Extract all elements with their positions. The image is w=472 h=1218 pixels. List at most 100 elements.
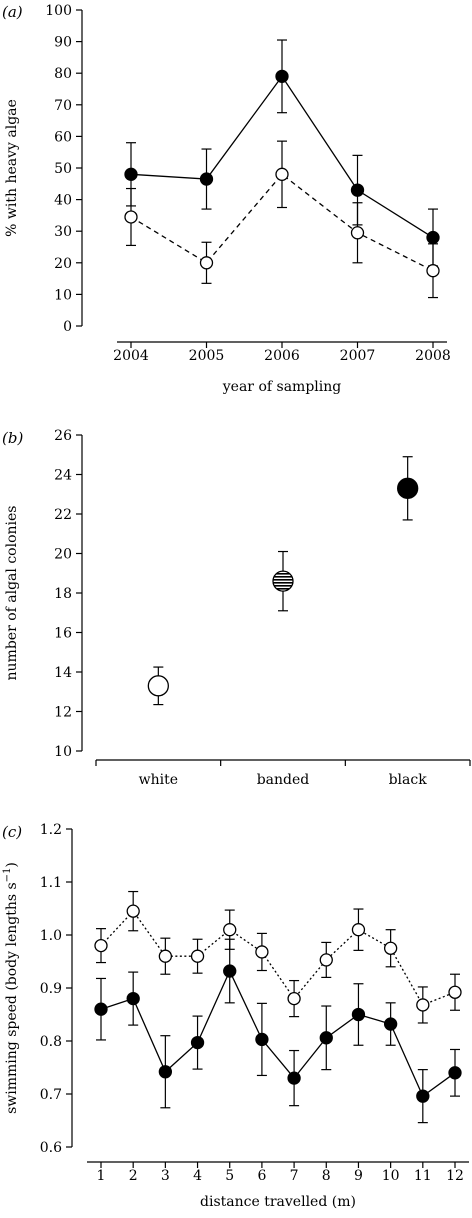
y-axis-title: % with heavy algae (4, 99, 20, 237)
data-point-filled-circle (94, 1002, 108, 1016)
x-tick-label: 2 (129, 1168, 138, 1184)
x-tick-label: 11 (414, 1168, 432, 1184)
data-point-open-circle (319, 953, 333, 967)
data-point-filled-circle (350, 183, 365, 197)
panel-c-swimming-speed: (c)0.60.70.80.91.01.11.21 2 3 4 5 6 7 8 9 10 11 12d… (2, 822, 469, 1210)
x-tick-label: 12 (446, 1168, 464, 1184)
data-point-filled-circle (351, 1007, 366, 1022)
y-tick-label: 90 (54, 35, 72, 51)
x-tick-label: 3 (161, 1168, 170, 1184)
y-tick-label: 1.1 (40, 875, 62, 891)
data-point-open-circle (416, 998, 430, 1012)
y-tick-label: 20 (54, 256, 72, 272)
panel-b-algal-colonies: (b) 10 12 14 16 18 20 22 24 26 white banded black num… (2, 428, 471, 788)
y-tick-label: 14 (54, 665, 72, 681)
x-tick-label: 10 (382, 1168, 400, 1184)
x-tick-label: 4 (193, 1168, 202, 1184)
y-tick-label: 60 (54, 129, 72, 145)
y-tick-label: 30 (54, 224, 72, 240)
data-point-filled-circle (199, 172, 214, 186)
x-axis-title: distance travelled (m) (200, 1194, 356, 1210)
y-tick-label: 40 (54, 193, 72, 209)
data-point-open-circle (190, 949, 205, 963)
y-tick-label: 18 (54, 586, 72, 602)
y-tick-label: 10 (54, 287, 72, 303)
data-point-filled-circle (126, 991, 140, 1006)
data-point-open-circle (351, 923, 366, 937)
data-point-filled-circle (319, 1031, 333, 1045)
x-axis-title: year of sampling (222, 379, 341, 395)
y-axis-title: swimming speed (body lengths s−1) (2, 862, 20, 1114)
y-tick-label: 20 (54, 547, 72, 563)
y-tick-label: 1.2 (40, 822, 62, 838)
data-point-filled-circle (416, 1089, 430, 1103)
y-tick-label: 1.0 (40, 928, 62, 944)
x-tick-label: 1 (97, 1168, 106, 1184)
x-tick-label: 2006 (264, 348, 300, 364)
x-tick-label: 2007 (340, 348, 376, 364)
y-axis-title-superscript: −1 (2, 868, 13, 883)
series-line-dashed (130, 173, 434, 272)
x-tick-label: 2004 (113, 348, 149, 364)
panel-label: (c) (2, 823, 22, 841)
series-line-solid (100, 969, 456, 1098)
data-point-open-circle (255, 945, 269, 959)
y-tick-label: 50 (54, 161, 72, 177)
y-axis-title-main: swimming speed (body lengths s (4, 882, 20, 1114)
series-line-dotted (100, 910, 456, 1006)
panel-a-year-of-sampling: (a) 0 10 20 30 40 50 60 70 80 90 100 2004 2005 2006 200… (2, 3, 451, 395)
data-point-open-circle (383, 941, 398, 955)
panel-label: (a) (2, 3, 23, 21)
y-tick-label: 0.8 (40, 1034, 62, 1050)
x-tick-label: 7 (290, 1168, 299, 1184)
data-point-filled-circle (255, 1032, 269, 1047)
data-point-open-circle (287, 991, 301, 1006)
y-tick-label: 22 (54, 507, 72, 523)
x-tick-label: 8 (322, 1168, 331, 1184)
y-tick-label: 0 (63, 319, 72, 335)
data-point-open-circle (426, 264, 440, 278)
y-axis-title: number of algal colonies (4, 506, 20, 681)
data-point-filled-circle (223, 964, 237, 978)
data-point-striped-circle (272, 570, 294, 592)
x-tick-label: 2008 (415, 348, 451, 364)
data-point-filled-circle (383, 1017, 398, 1031)
data-point-open-circle (124, 210, 138, 224)
x-tick-label: 5 (225, 1168, 234, 1184)
data-point-filled-circle (426, 230, 440, 245)
y-tick-label: 0.9 (40, 981, 62, 997)
data-point-open-circle (275, 167, 289, 181)
y-tick-label: 26 (54, 428, 72, 444)
data-point-filled-circle (397, 477, 419, 499)
data-point-open-circle (126, 904, 140, 918)
panel-label: (b) (2, 429, 23, 447)
data-point-open-circle (147, 675, 169, 697)
x-tick-label: 6 (257, 1168, 266, 1184)
data-point-open-circle (448, 985, 462, 999)
data-point-filled-circle (158, 1065, 173, 1079)
x-tick-label: black (389, 772, 428, 788)
y-tick-label: 80 (54, 66, 72, 82)
x-tick-label: 9 (354, 1168, 363, 1184)
x-tick-label: 2005 (189, 348, 225, 364)
y-tick-label: 70 (54, 98, 72, 114)
y-tick-label: 24 (54, 468, 72, 484)
data-point-filled-circle (190, 1035, 205, 1050)
x-tick-label: banded (257, 772, 310, 788)
data-point-open-circle (199, 256, 214, 270)
data-point-filled-circle (448, 1066, 462, 1080)
y-tick-label: 16 (54, 626, 72, 642)
y-axis-title-suffix: ) (4, 862, 20, 867)
data-point-filled-circle (124, 167, 138, 181)
data-point-filled-circle (275, 69, 289, 84)
y-tick-label: 100 (45, 3, 72, 19)
y-tick-label: 0.6 (40, 1140, 62, 1156)
data-point-open-circle (158, 949, 173, 963)
data-point-open-circle (223, 923, 237, 937)
data-point-filled-circle (287, 1071, 301, 1085)
x-tick-label: white (139, 772, 178, 788)
y-tick-label: 12 (54, 705, 72, 721)
data-point-open-circle (350, 226, 365, 240)
y-tick-label: 10 (54, 744, 72, 760)
